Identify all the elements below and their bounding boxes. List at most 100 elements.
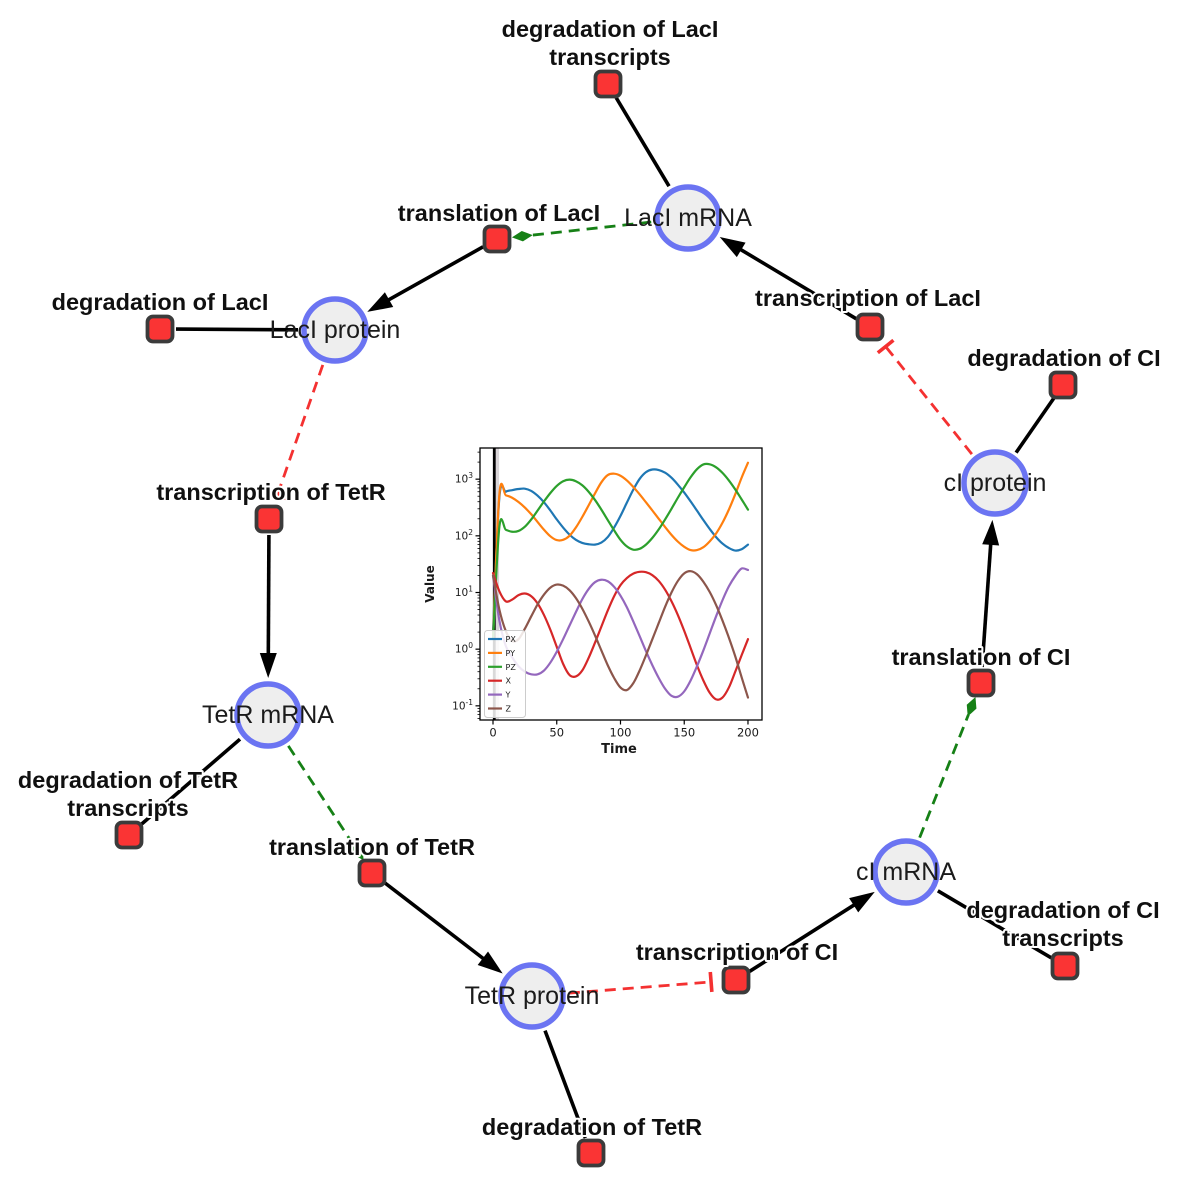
edge-transcription-tetr-to-tetr-mrna-line	[266, 534, 271, 659]
edge-ci-protein-to-transcription-laci-line	[884, 345, 973, 456]
edge-transcription-laci-to-laci-mrna-line	[735, 245, 858, 321]
inhibition-tee-icon	[708, 971, 714, 993]
x-tick-label: 200	[737, 726, 759, 740]
species-node-tetr-protein[interactable]	[498, 962, 566, 1030]
species-label-laci-protein: LacI protein	[270, 316, 401, 344]
species-node-ci-mrna[interactable]	[872, 838, 940, 906]
edge-tetr-protein-to-transcription-ci-line	[568, 980, 712, 995]
reaction-node-transcription-laci[interactable]	[855, 312, 885, 342]
reaction-node-deg-ci-transcripts[interactable]	[1050, 951, 1080, 981]
reaction-label-deg-ci-transcripts-line1: degradation of CI	[966, 897, 1159, 923]
edge-tetr-mrna-to-translation-tetr-line	[287, 745, 355, 846]
reaction-label-deg-laci-transcripts-line2: transcripts	[549, 44, 670, 70]
edges-layer	[139, 96, 1056, 1139]
edge-transcription-laci-to-laci-mrna	[719, 237, 858, 321]
edge-ci-mrna-to-translation-ci-line	[918, 714, 970, 839]
x-tick-label: 0	[489, 726, 496, 740]
legend-label-py: PY	[506, 649, 516, 658]
reaction-label-deg-tetr-transcripts-line2: transcripts	[67, 795, 188, 821]
edge-translation-ci-to-ci-protein	[980, 519, 1000, 668]
edge-laci-protein-to-transcription-tetr	[267, 364, 325, 501]
arrowhead-icon	[982, 519, 1000, 546]
chart-legend: PX PY PZ XYZ	[484, 630, 526, 718]
reaction-node-deg-tetr-transcripts[interactable]	[114, 820, 144, 850]
species-label-ci-mrna: cI mRNA	[856, 858, 956, 886]
labels-layer: LacI mRNA LacI protein cI protein TetR mRNA…	[16, 14, 1163, 1142]
reaction-node-deg-laci-transcripts[interactable]	[593, 69, 623, 99]
reaction-label-deg-ci: degradation of CI	[967, 345, 1160, 371]
reaction-node-transcription-tetr[interactable]	[254, 504, 284, 534]
series-py	[491, 461, 750, 641]
x-tick-label: 100	[610, 726, 632, 740]
y-axis-title: Value	[423, 565, 437, 603]
series-y	[491, 567, 750, 699]
species-node-tetr-mrna[interactable]	[234, 681, 302, 749]
edge-translation-laci-to-laci-protein-line	[383, 245, 484, 304]
species-node-laci-mrna[interactable]	[654, 184, 722, 252]
edge-translation-tetr-to-tetr-protein-line	[383, 881, 488, 963]
x-tick-label: 150	[673, 726, 695, 740]
edge-transcription-ci-to-ci-mrna-line	[748, 901, 859, 973]
legend-label-x: X	[506, 677, 512, 686]
reaction-label-translation-ci: translation of CI	[892, 644, 1071, 670]
inhibition-tee-icon	[876, 338, 895, 355]
edge-translation-ci-to-ci-protein-line	[980, 539, 993, 668]
species-label-tetr-protein: TetR protein	[465, 982, 600, 1010]
edge-ci-mrna-to-translation-ci	[918, 696, 977, 839]
edge-laci-mrna-to-translation-laci	[511, 220, 652, 242]
modifier-diamond-icon	[966, 696, 977, 717]
y-tick-label: 10-1	[452, 698, 473, 713]
edge-ci-protein-to-deg-ci-line	[1014, 397, 1056, 454]
arrowhead-icon	[367, 292, 394, 312]
y-tick-label: 100	[455, 641, 473, 656]
reaction-label-deg-ci-transcripts-line2: transcripts	[1002, 925, 1123, 951]
edge-transcription-tetr-to-tetr-mrna	[259, 534, 277, 679]
reaction-label-translation-tetr: translation of TetR	[269, 834, 475, 860]
edge-tetr-protein-to-deg-tetr-line	[543, 1030, 588, 1139]
reaction-node-deg-ci[interactable]	[1048, 370, 1078, 400]
y-tick-label: 101	[455, 585, 473, 600]
edge-ci-mrna-to-deg-ci-transcripts	[936, 889, 1053, 960]
edge-tetr-mrna-to-deg-tetr-transcripts-line	[139, 737, 242, 826]
x-tick-label: 50	[549, 726, 564, 740]
edge-ci-protein-to-deg-ci	[1014, 397, 1056, 454]
y-tick-label: 103	[455, 471, 473, 486]
arrowhead-icon	[849, 891, 875, 913]
edge-ci-mrna-to-deg-ci-transcripts-line	[936, 889, 1053, 960]
species-label-laci-mrna: LacI mRNA	[624, 204, 752, 232]
series-z	[491, 570, 750, 699]
reaction-label-deg-laci: degradation of LacI	[52, 289, 269, 315]
modifier-diamond-icon	[511, 231, 533, 242]
edge-laci-protein-to-deg-laci-line	[175, 327, 299, 332]
series-x	[491, 570, 750, 701]
reaction-node-deg-laci[interactable]	[145, 314, 175, 344]
edge-tetr-protein-to-transcription-ci	[568, 971, 714, 995]
y-tick-label: 102	[455, 528, 473, 543]
legend-label-y: Y	[505, 691, 511, 700]
species-label-tetr-mrna: TetR mRNA	[202, 701, 334, 729]
species-node-laci-protein[interactable]	[301, 296, 369, 364]
edge-tetr-mrna-to-deg-tetr-transcripts	[139, 737, 242, 826]
edge-laci-mrna-to-deg-laci-transcripts-line	[614, 96, 671, 188]
edge-transcription-ci-to-ci-mrna	[748, 891, 875, 973]
edge-laci-protein-to-transcription-tetr-line	[275, 364, 325, 496]
reaction-node-deg-tetr[interactable]	[576, 1138, 606, 1168]
reaction-node-translation-tetr[interactable]	[357, 858, 387, 888]
timecourse-plot: 10-1 100 101 102 103 0 50 100 150 200 Time Value PX P…	[423, 447, 763, 757]
x-axis-title: Time	[601, 742, 637, 757]
series-px	[491, 468, 750, 634]
edge-translation-laci-to-laci-protein	[367, 245, 484, 312]
edge-tetr-protein-to-deg-tetr	[543, 1030, 588, 1139]
edge-tetr-mrna-to-translation-tetr	[287, 745, 364, 861]
reaction-node-translation-ci[interactable]	[966, 668, 996, 698]
edge-ci-protein-to-transcription-laci	[876, 338, 973, 456]
reaction-label-deg-laci-transcripts-line1: degradation of LacI	[502, 16, 719, 42]
species-node-ci-protein[interactable]	[961, 449, 1029, 517]
reaction-node-translation-laci[interactable]	[482, 224, 512, 254]
edge-translation-tetr-to-tetr-protein	[383, 881, 503, 974]
reaction-node-transcription-ci[interactable]	[721, 965, 751, 995]
reaction-label-translation-laci: translation of LacI	[398, 200, 600, 226]
legend-label-px: PX	[506, 635, 517, 644]
reaction-label-transcription-tetr: transcription of TetR	[156, 479, 385, 505]
